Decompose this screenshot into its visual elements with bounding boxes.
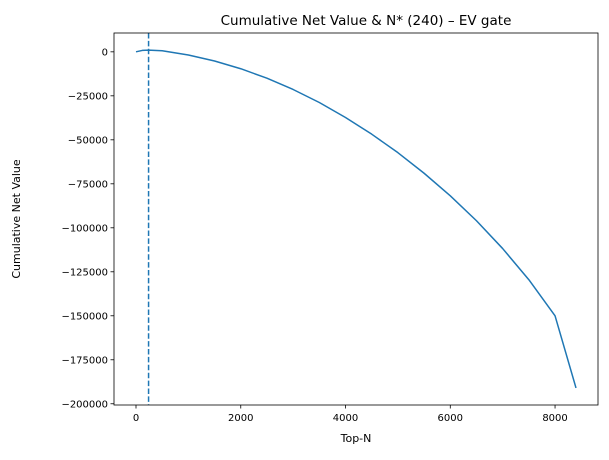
y-tick-label: −25000	[68, 91, 108, 102]
chart-title: Cumulative Net Value & N* (240) – EV gat…	[221, 13, 512, 29]
x-tick-label: 6000	[438, 413, 463, 424]
y-axis-label: Cumulative Net Value	[10, 159, 23, 279]
x-tick-label: 0	[133, 413, 139, 424]
x-axis-label: Top-N	[340, 432, 372, 445]
y-tick-label: −150000	[61, 311, 108, 322]
x-tick-label: 2000	[228, 413, 253, 424]
ticks-layer: 0 2000 4000 6000 8000 0 −25000 −50000 −75000 −100…	[61, 47, 567, 424]
y-tick-label: 0	[102, 47, 108, 58]
x-tick-label: 8000	[542, 413, 567, 424]
x-tick-label: 4000	[333, 413, 358, 424]
y-tick-label: −200000	[61, 399, 108, 410]
plot-layer	[135, 33, 577, 405]
y-tick-label: −50000	[68, 135, 108, 146]
series-line-0	[135, 49, 577, 389]
plot-frame	[113, 32, 599, 406]
y-tick-label: −125000	[61, 267, 108, 278]
y-tick-label: −75000	[68, 179, 108, 190]
y-tick-label: −175000	[61, 355, 108, 366]
y-tick-label: −100000	[61, 223, 108, 234]
